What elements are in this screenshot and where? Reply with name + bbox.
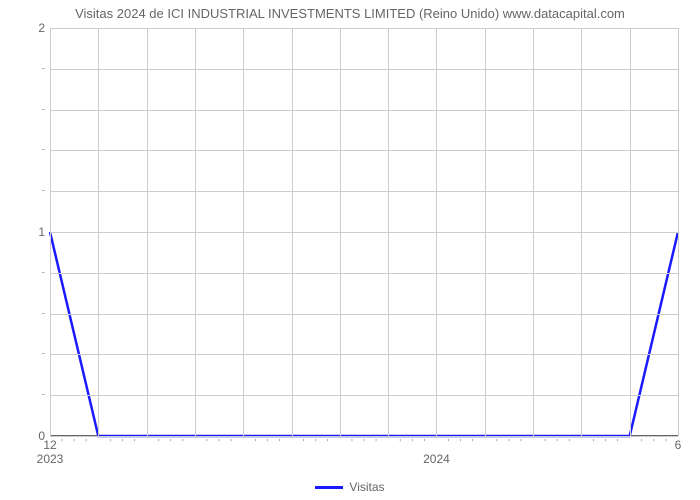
x-tick-label-end: 6 [675, 438, 682, 452]
x-minor-tick: ' [254, 438, 256, 449]
x-minor-tick: ' [472, 438, 474, 449]
x-minor-tick: ' [460, 438, 462, 449]
plot-area [50, 28, 678, 436]
y-minor-tick: - [37, 63, 45, 74]
grid-line-v [243, 28, 244, 436]
x-minor-tick: ' [230, 438, 232, 449]
grid-line-h [50, 436, 678, 437]
x-minor-tick: ' [605, 438, 607, 449]
x-minor-tick: ' [266, 438, 268, 449]
grid-line-h [50, 110, 678, 111]
x-minor-tick: ' [592, 438, 594, 449]
x-minor-tick: ' [109, 438, 111, 449]
chart-container: Visitas 2024 de ICI INDUSTRIAL INVESTMEN… [0, 0, 700, 500]
y-tick-label: 2 [5, 21, 45, 35]
y-tick-label: 0 [5, 429, 45, 443]
x-tick-label-start: 12 [43, 438, 56, 452]
x-minor-tick: ' [665, 438, 667, 449]
x-minor-tick: ' [158, 438, 160, 449]
x-minor-tick: ' [73, 438, 75, 449]
grid-line-h [50, 395, 678, 396]
grid-line-v [630, 28, 631, 436]
grid-line-v [485, 28, 486, 436]
x-minor-tick: ' [85, 438, 87, 449]
grid-line-v [50, 28, 51, 436]
series-line [50, 232, 678, 436]
grid-line-v [195, 28, 196, 436]
x-tick-year-start: 2023 [37, 452, 64, 466]
chart-title: Visitas 2024 de ICI INDUSTRIAL INVESTMEN… [0, 6, 700, 21]
grid-line-v [533, 28, 534, 436]
x-minor-tick: ' [278, 438, 280, 449]
x-minor-tick: ' [315, 438, 317, 449]
grid-line-v [436, 28, 437, 436]
x-minor-tick: ' [411, 438, 413, 449]
legend-label: Visitas [349, 480, 384, 494]
x-minor-tick: ' [544, 438, 546, 449]
x-minor-tick: ' [61, 438, 63, 449]
x-minor-tick: ' [206, 438, 208, 449]
x-minor-tick: ' [363, 438, 365, 449]
grid-line-v [147, 28, 148, 436]
x-minor-tick: ' [520, 438, 522, 449]
grid-line-h [50, 28, 678, 29]
grid-line-v [292, 28, 293, 436]
x-minor-tick: ' [218, 438, 220, 449]
x-minor-tick: ' [641, 438, 643, 449]
x-minor-tick: ' [496, 438, 498, 449]
y-minor-tick: - [37, 390, 45, 401]
grid-line-h [50, 354, 678, 355]
x-minor-tick: ' [448, 438, 450, 449]
x-minor-tick: ' [327, 438, 329, 449]
grid-line-v [678, 28, 679, 436]
y-minor-tick: - [37, 104, 45, 115]
legend-swatch [315, 486, 343, 489]
x-minor-tick: ' [303, 438, 305, 449]
grid-line-h [50, 314, 678, 315]
grid-line-v [581, 28, 582, 436]
grid-line-h [50, 191, 678, 192]
grid-line-h [50, 150, 678, 151]
grid-line-h [50, 273, 678, 274]
y-minor-tick: - [37, 186, 45, 197]
y-minor-tick: - [37, 145, 45, 156]
x-minor-tick: ' [617, 438, 619, 449]
x-minor-tick: ' [556, 438, 558, 449]
x-minor-tick: ' [568, 438, 570, 449]
legend: Visitas [0, 479, 700, 494]
x-minor-tick: ' [134, 438, 136, 449]
x-minor-tick: ' [351, 438, 353, 449]
grid-line-h [50, 232, 678, 233]
y-minor-tick: - [37, 267, 45, 278]
y-minor-tick: - [37, 308, 45, 319]
x-minor-tick: ' [399, 438, 401, 449]
y-minor-tick: - [37, 349, 45, 360]
grid-line-v [98, 28, 99, 436]
x-minor-tick: ' [121, 438, 123, 449]
x-minor-tick: ' [182, 438, 184, 449]
x-minor-tick: ' [170, 438, 172, 449]
x-minor-tick: ' [375, 438, 377, 449]
x-tick-year-mid: 2024 [423, 452, 450, 466]
grid-line-h [50, 69, 678, 70]
x-minor-tick: ' [423, 438, 425, 449]
grid-line-v [388, 28, 389, 436]
y-tick-label: 1 [5, 225, 45, 239]
x-minor-tick: ' [653, 438, 655, 449]
x-minor-tick: ' [508, 438, 510, 449]
grid-line-v [340, 28, 341, 436]
